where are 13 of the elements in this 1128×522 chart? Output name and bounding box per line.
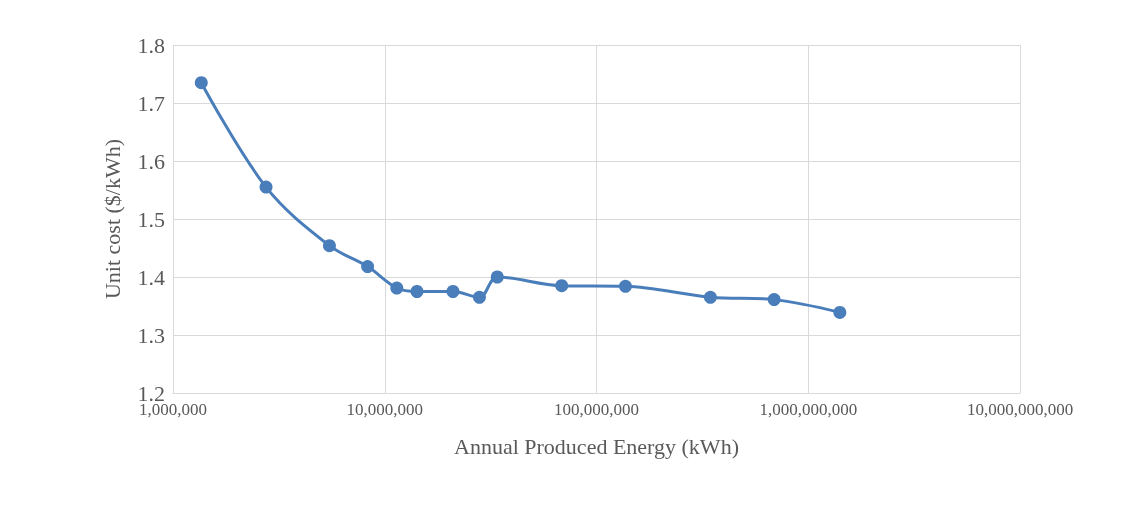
y-tick-label: 1.3 bbox=[137, 322, 165, 348]
y-tick-label: 1.7 bbox=[137, 90, 165, 116]
x-axis-title: Annual Produced Energy (kWh) bbox=[454, 433, 739, 459]
y-tick-label: 1.6 bbox=[137, 148, 165, 174]
x-tick-label: 100,000,000 bbox=[554, 400, 639, 419]
y-tick-label: 1.5 bbox=[137, 206, 165, 232]
y-tick-label: 1.4 bbox=[137, 264, 165, 290]
x-tick-label: 1,000,000,000 bbox=[759, 400, 858, 419]
x-tick-label: 10,000,000 bbox=[346, 400, 423, 419]
x-tick-label: 10,000,000,000 bbox=[966, 400, 1074, 419]
y-tick-label: 1.8 bbox=[137, 32, 165, 58]
y-axis-title: Unit cost ($/kWh) bbox=[99, 138, 125, 300]
x-tick-label: 1,000,000 bbox=[139, 400, 207, 419]
